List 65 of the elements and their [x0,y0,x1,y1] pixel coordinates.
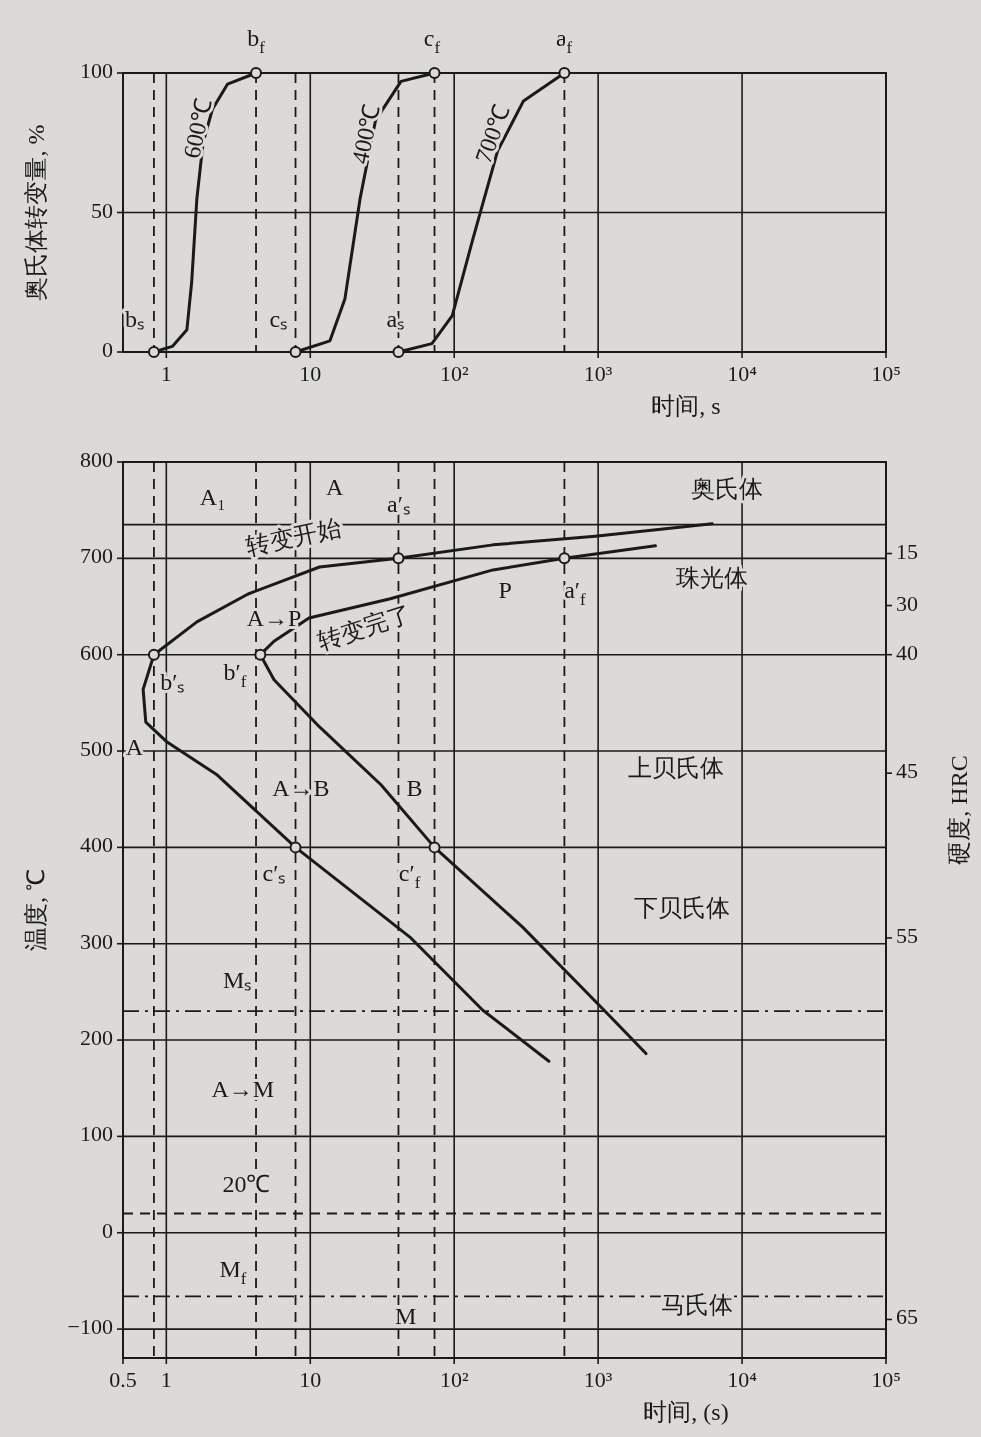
text: 15 [896,538,918,564]
x-tick-label: 10 [299,361,322,387]
text: c$_{f}$ [423,24,441,57]
annotation: 400℃ [346,101,385,166]
y-tick-label: 400 [80,832,113,858]
text: b$_{f}$ [247,24,266,57]
x-tick-label: 10⁵ [871,361,901,387]
x-tick-label: 10 [299,1367,322,1393]
y-tick-label: −100 [67,1314,113,1340]
x-axis-title: 时间, (s) [643,1398,729,1425]
annotation: A₁ [199,483,226,510]
x-tick-label: 10³ [583,361,613,387]
y-axis-title: 奥氏体转变量, % [22,124,49,301]
text: 65 [896,1304,918,1330]
annotation: 700℃ [469,100,515,167]
y-tick-label: 200 [80,1025,113,1051]
y-tick-label: 100 [80,1121,113,1147]
text: 55 [896,922,918,948]
text: 45 [896,758,918,784]
y-tick-label: 700 [80,543,113,569]
annotation: bₛ [124,305,144,332]
x-tick-label: 0.5 [109,1367,137,1393]
y-tick-label: 800 [80,447,113,473]
x-tick-label: 10² [439,361,469,387]
x-tick-label: 10⁴ [727,1367,758,1393]
x-axis-title: 时间, s [651,392,721,419]
x-tick-label: 1 [160,361,172,387]
annotation: c′$_{f}$ [398,859,421,893]
y-axis-title: 温度, ℃ [22,869,49,951]
annotation: cₛ [269,305,288,332]
annotation: 马氏体 [661,1291,734,1318]
annotation: A→P [246,604,302,631]
annotation: 下贝氏体 [633,894,730,921]
annotation: b′$_{f}$ [223,658,247,692]
y2-axis-title: 硬度, HRC [945,755,972,865]
y-tick-label: 0 [102,1217,113,1243]
annotation: a′$_{f}$ [564,576,587,610]
annotation: c′ₛ [262,859,286,886]
annotation: 上贝氏体 [628,754,725,781]
text: 40 [896,639,918,665]
annotation: 转变开始 [243,513,344,560]
y-tick-label: 0 [102,337,113,363]
annotation: A [326,473,345,500]
annotation: 600℃ [178,96,217,161]
annotation: P [498,576,512,603]
y-tick-label: 500 [80,736,113,762]
annotation: a′ₛ [387,490,410,517]
annotation: aₛ [386,305,405,332]
annotation: M [394,1302,417,1329]
annotation: A→M [211,1075,275,1102]
x-tick-label: 10² [439,1367,469,1393]
y-tick-label: 300 [80,928,113,954]
annotation: M$_{f}$ [219,1255,247,1289]
y-tick-label: 600 [80,639,113,665]
y-tick-label: 50 [91,197,113,223]
x-tick-label: 1 [160,1367,172,1393]
annotation: 20℃ [222,1170,271,1197]
annotation: B [406,774,423,801]
text: 30 [896,590,918,616]
y-tick-label: 100 [80,58,113,84]
x-tick-label: 10³ [583,1367,613,1393]
text: a$_{f}$ [555,24,573,57]
x-tick-label: 10⁴ [727,361,758,387]
x-tick-label: 10⁵ [871,1367,901,1393]
annotation: Mₛ [222,966,252,993]
